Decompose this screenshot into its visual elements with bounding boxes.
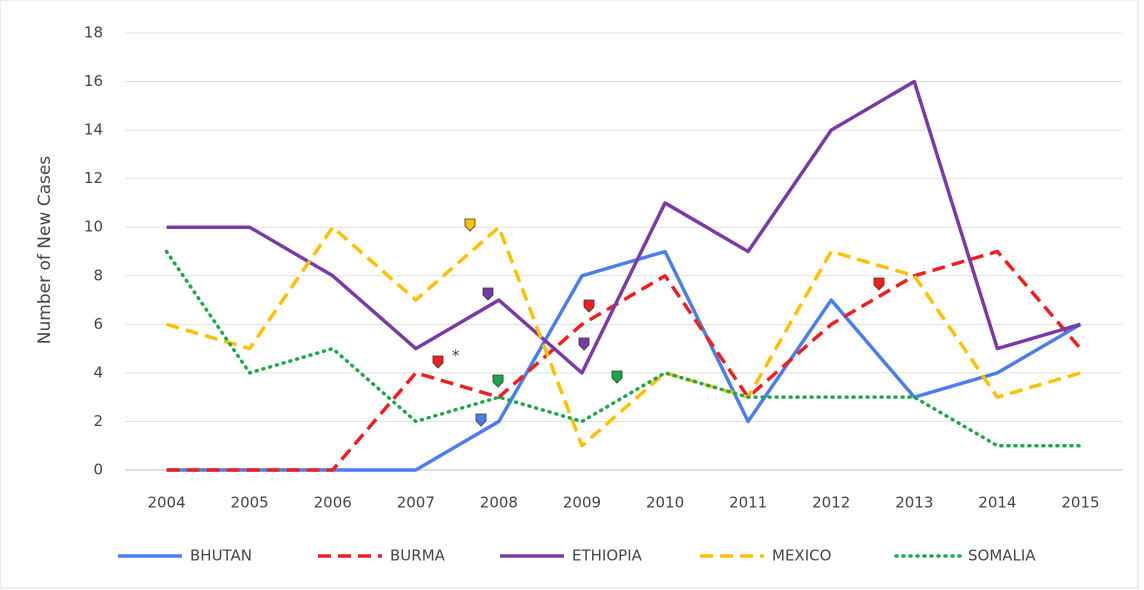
x-tick-label: 2013	[895, 494, 933, 512]
y-tick-label: 14	[84, 121, 103, 139]
x-tick-label: 2004	[147, 494, 185, 512]
series-line	[166, 225, 1081, 448]
series-line	[166, 79, 1081, 375]
y-tick-label: 8	[93, 266, 103, 284]
x-tick-label: 2008	[480, 494, 518, 512]
arrow-icon	[482, 287, 494, 301]
arrow-icon	[611, 370, 623, 384]
y-tick-label: 12	[84, 169, 103, 187]
annotation: *	[452, 347, 460, 365]
y-tick-label: 0	[93, 461, 103, 479]
legend-label: BURMA	[390, 547, 446, 565]
arrow-icon	[873, 277, 885, 291]
y-tick-label: 10	[84, 218, 103, 236]
y-tick-label: 6	[93, 315, 103, 333]
x-tick-label: 2007	[397, 494, 435, 512]
arrow-icon	[475, 413, 487, 427]
arrow-icon	[583, 299, 595, 313]
arrow-icon	[492, 374, 504, 388]
annotation-icons	[432, 218, 885, 427]
series-line	[164, 249, 1083, 448]
x-tick-label: 2015	[1061, 494, 1099, 512]
y-tick-label: 18	[84, 24, 103, 42]
legend-label: MEXICO	[772, 547, 831, 565]
y-axis-title: Number of New Cases	[35, 156, 55, 345]
legend-label: BHUTAN	[190, 547, 252, 565]
plot-area: 0 2 4 6 8 10 12 14 16 18 2004 2005 2006 2007 2008 2009 2…	[84, 24, 1122, 512]
x-tick-label: 2010	[646, 494, 684, 512]
y-tick-label: 16	[84, 72, 103, 90]
x-tick-label: 2009	[563, 494, 601, 512]
x-tick-label: 2011	[729, 494, 767, 512]
arrow-icon	[432, 355, 444, 369]
arrow-icon	[464, 218, 476, 232]
x-tick-label: 2006	[314, 494, 352, 512]
series-line	[166, 249, 1082, 472]
y-tick-label: 2	[93, 412, 103, 430]
arrow-icon	[578, 337, 590, 351]
y-tick-label: 4	[93, 363, 103, 381]
x-tick-label: 2014	[978, 494, 1016, 512]
legend-label: SOMALIA	[968, 547, 1036, 565]
x-tick-label: 2005	[231, 494, 269, 512]
legend-label: ETHIOPIA	[572, 547, 643, 565]
x-tick-label: 2012	[812, 494, 850, 512]
